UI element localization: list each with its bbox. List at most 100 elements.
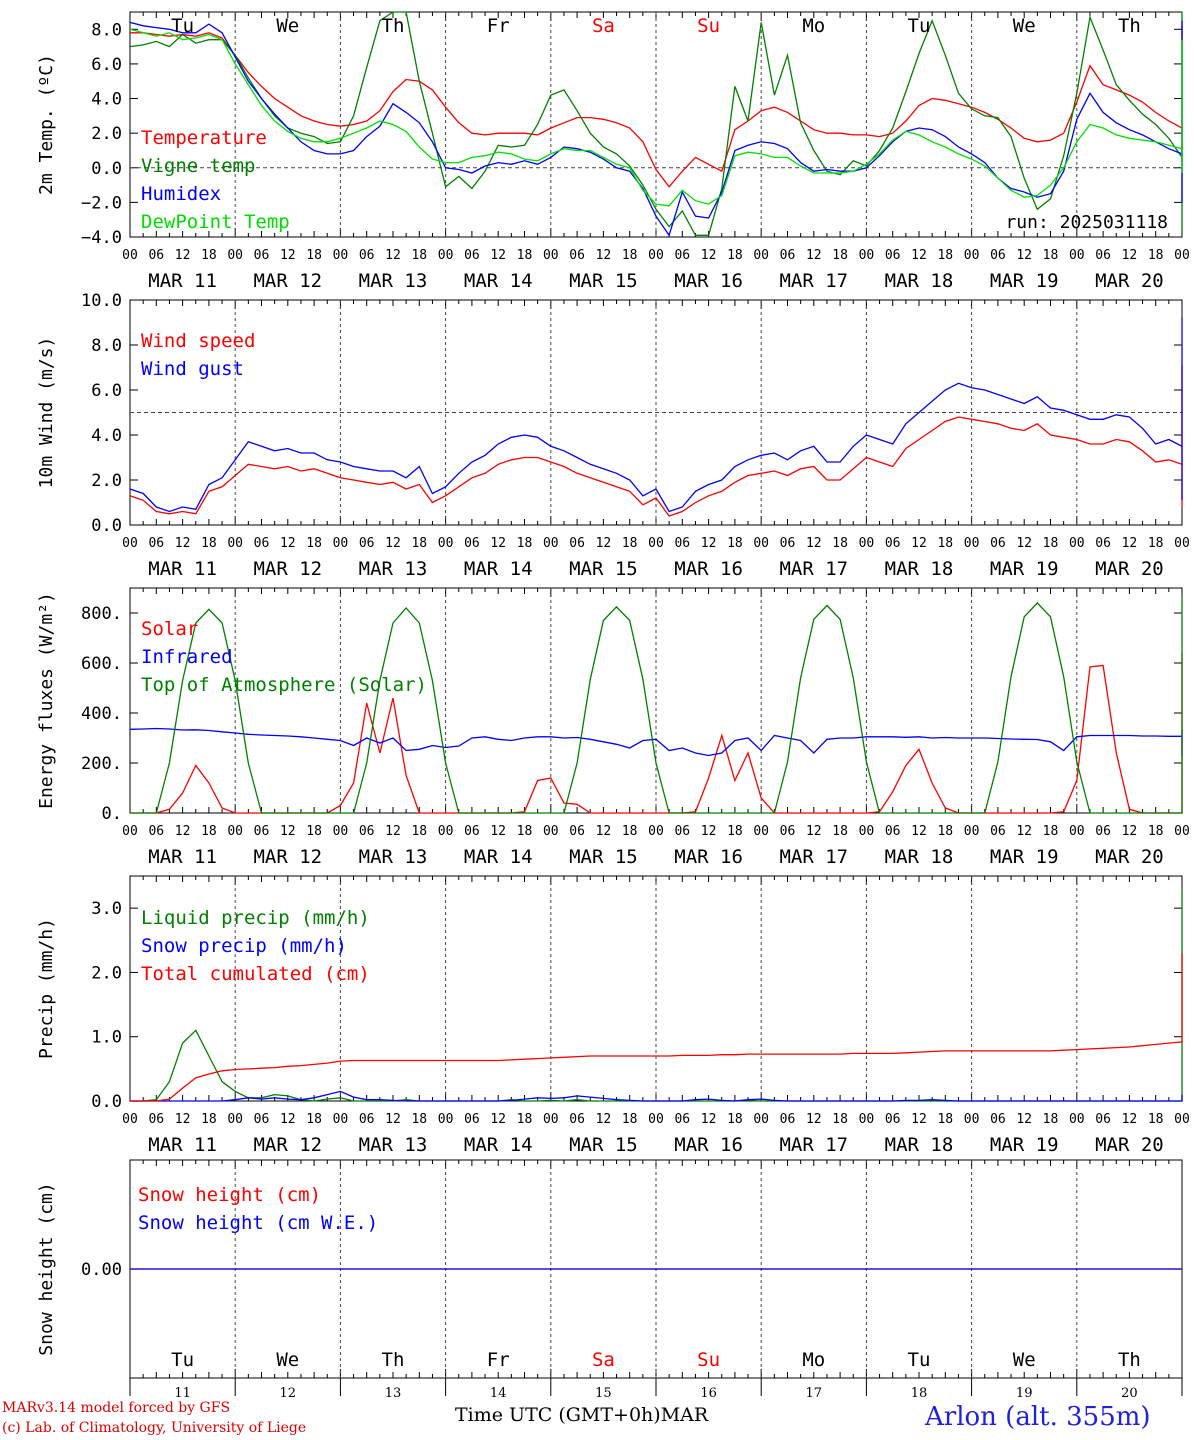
day-label: We <box>1013 1349 1036 1371</box>
legend-entry: Infrared <box>141 646 233 668</box>
y-axis-label: Precip (mm/h) <box>36 918 57 1059</box>
hour-tick-label: 00 <box>753 824 769 839</box>
series-line <box>129 28 1183 207</box>
hour-tick-label: 12 <box>596 536 612 551</box>
date-label: MAR 17 <box>779 1134 848 1156</box>
hour-tick-label: 18 <box>832 248 848 263</box>
date-label: MAR 20 <box>1095 846 1164 868</box>
hour-tick-label: 06 <box>569 1112 585 1127</box>
date-label: MAR 20 <box>1095 270 1164 292</box>
series-line <box>129 318 1183 513</box>
x-axis-title: Time UTC (GMT+0h)MAR <box>455 1404 709 1426</box>
y-tick-label: 4.0 <box>91 90 122 110</box>
legend-entry: Wind gust <box>141 358 244 380</box>
hour-tick-label: 06 <box>1095 824 1111 839</box>
hour-tick-label: 06 <box>780 824 796 839</box>
hour-tick-label: 00 <box>648 1112 664 1127</box>
day-number: 15 <box>595 1386 612 1401</box>
hour-tick-label: 00 <box>1174 536 1190 551</box>
hour-tick-label: 12 <box>911 1112 927 1127</box>
hour-tick-label: 18 <box>727 824 743 839</box>
hour-tick-label: 00 <box>1069 536 1085 551</box>
hour-tick-label: 00 <box>964 1112 980 1127</box>
hour-tick-label: 00 <box>227 824 243 839</box>
day-label: Tu <box>908 1349 931 1371</box>
lab-credit: (c) Lab. of Climatology, University of L… <box>2 1420 307 1436</box>
series-line <box>130 595 1183 814</box>
y-tick-label: 200. <box>81 754 122 774</box>
hour-tick-label: 12 <box>175 1112 191 1127</box>
hour-tick-label: 00 <box>859 248 875 263</box>
day-label: We <box>276 15 299 37</box>
y-axis-label: Energy fluxes (W/m²) <box>36 592 57 809</box>
hour-tick-label: 00 <box>333 824 349 839</box>
day-label: Sa <box>592 1349 615 1371</box>
hour-tick-label: 06 <box>148 824 164 839</box>
hour-tick-label: 18 <box>727 1112 743 1127</box>
hour-tick-label: 12 <box>596 248 612 263</box>
hour-tick-label: 00 <box>122 1112 138 1127</box>
date-label: MAR 14 <box>464 558 533 580</box>
hour-tick-label: 12 <box>280 824 296 839</box>
hour-tick-label: 00 <box>438 1112 454 1127</box>
y-tick-label: 10.0 <box>81 291 122 311</box>
series-line <box>130 953 1183 1102</box>
date-label: MAR 11 <box>148 270 217 292</box>
date-label: MAR 18 <box>885 846 954 868</box>
date-label: MAR 16 <box>674 558 743 580</box>
hour-tick-label: 00 <box>1069 248 1085 263</box>
hour-tick-label: 00 <box>964 536 980 551</box>
hour-tick-label: 06 <box>780 1112 796 1127</box>
y-tick-label: 0.0 <box>91 1092 122 1112</box>
hour-tick-label: 18 <box>1043 824 1059 839</box>
hour-tick-label: 12 <box>385 1112 401 1127</box>
hour-tick-label: 00 <box>859 536 875 551</box>
hour-tick-label: 00 <box>122 248 138 263</box>
legend-entry: Liquid precip (mm/h) <box>141 907 370 929</box>
hour-tick-label: 18 <box>727 248 743 263</box>
hour-tick-label: 12 <box>911 824 927 839</box>
hour-tick-label: 06 <box>885 824 901 839</box>
day-label: Tu <box>908 15 931 37</box>
date-label: MAR 19 <box>990 846 1059 868</box>
day-label: Th <box>382 15 405 37</box>
y-tick-label: 8.0 <box>91 336 122 356</box>
hour-tick-label: 18 <box>517 248 533 263</box>
y-tick-label: 800. <box>81 604 122 624</box>
date-label: MAR 14 <box>464 270 533 292</box>
hour-tick-label: 00 <box>1174 1112 1190 1127</box>
day-label: Th <box>1118 1349 1141 1371</box>
hour-tick-label: 06 <box>674 248 690 263</box>
hour-tick-label: 12 <box>911 248 927 263</box>
hour-tick-label: 18 <box>411 1112 427 1127</box>
hour-tick-label: 06 <box>254 1112 270 1127</box>
hour-tick-label: 00 <box>1174 824 1190 839</box>
hour-tick-label: 18 <box>306 536 322 551</box>
date-label: MAR 17 <box>779 558 848 580</box>
y-axis-label: 2m Temp. (ºC) <box>36 54 57 195</box>
hour-tick-label: 18 <box>201 824 217 839</box>
hour-tick-label: 12 <box>806 536 822 551</box>
date-label: MAR 17 <box>779 270 848 292</box>
panel-frame <box>129 587 1183 814</box>
hour-tick-label: 18 <box>1148 536 1164 551</box>
hour-tick-label: 00 <box>543 536 559 551</box>
hour-tick-label: 12 <box>701 824 717 839</box>
hour-tick-label: 00 <box>648 536 664 551</box>
hour-tick-label: 18 <box>937 824 953 839</box>
hour-tick-label: 12 <box>385 536 401 551</box>
date-label: MAR 14 <box>464 846 533 868</box>
hour-tick-label: 06 <box>254 248 270 263</box>
hour-tick-label: 12 <box>1122 1112 1138 1127</box>
day-label: Tu <box>171 15 194 37</box>
date-label: MAR 12 <box>253 558 322 580</box>
y-axis-label: Snow height (cm) <box>36 1182 57 1355</box>
hour-tick-label: 18 <box>622 248 638 263</box>
hour-tick-label: 00 <box>964 824 980 839</box>
date-label: MAR 13 <box>359 558 428 580</box>
hour-tick-label: 06 <box>254 824 270 839</box>
date-label: MAR 15 <box>569 1134 638 1156</box>
hour-tick-label: 00 <box>122 824 138 839</box>
date-label: MAR 18 <box>885 1134 954 1156</box>
hour-tick-label: 00 <box>438 824 454 839</box>
